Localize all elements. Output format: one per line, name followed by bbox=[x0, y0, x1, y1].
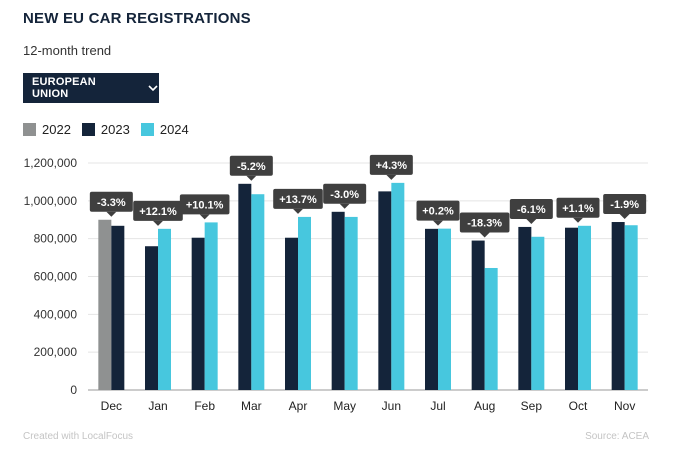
x-tick-label: May bbox=[333, 399, 356, 413]
y-tick-label: 600,000 bbox=[34, 270, 78, 284]
change-label-pointer bbox=[199, 214, 210, 220]
y-tick-label: 1,000,000 bbox=[24, 194, 78, 208]
x-tick-label: Jan bbox=[148, 399, 167, 413]
y-tick-label: 800,000 bbox=[34, 232, 78, 246]
change-label-pointer bbox=[573, 217, 583, 223]
change-label: +13.7% bbox=[279, 194, 317, 206]
bar-2024-feb bbox=[204, 222, 218, 390]
bar-2023-sep bbox=[518, 226, 532, 390]
change-label: +4.3% bbox=[376, 160, 408, 172]
legend-swatch-2024 bbox=[140, 123, 154, 136]
legend-item-2024: 2024 bbox=[140, 122, 189, 137]
source-text: Source: ACEA bbox=[585, 431, 649, 442]
x-tick-label: Dec bbox=[101, 399, 122, 413]
bar-2023-may bbox=[331, 211, 345, 390]
y-tick-label: 400,000 bbox=[34, 307, 78, 321]
x-tick-label: Jun bbox=[382, 399, 401, 413]
change-label: +10.1% bbox=[186, 199, 224, 211]
legend-label-2023: 2023 bbox=[100, 122, 130, 137]
change-label: -3.0% bbox=[330, 189, 359, 201]
change-label-pointer bbox=[106, 211, 117, 217]
bar-2024-mar bbox=[251, 194, 265, 390]
x-tick-label: Apr bbox=[289, 399, 308, 413]
x-tick-label: Nov bbox=[614, 399, 635, 413]
credit-text: Created with LocalFocus bbox=[23, 431, 134, 442]
change-label-box bbox=[556, 197, 600, 218]
change-label-box bbox=[133, 200, 183, 221]
legend-swatch-2023 bbox=[81, 123, 95, 136]
change-label-pointer bbox=[386, 174, 397, 180]
change-label-pointer bbox=[433, 220, 443, 226]
y-tick-label: 200,000 bbox=[34, 345, 78, 359]
change-label-box bbox=[323, 183, 367, 204]
bar-2024-nov bbox=[624, 225, 638, 390]
bar-2024-jul bbox=[438, 228, 451, 390]
change-label-box bbox=[459, 212, 510, 233]
chart-legend: 2022 2023 2024 bbox=[23, 122, 200, 137]
bar-2023-jul bbox=[425, 228, 438, 390]
change-label-box bbox=[229, 155, 273, 176]
x-tick-label: Aug bbox=[474, 399, 495, 413]
x-tick-label: Mar bbox=[241, 399, 262, 413]
change-label-pointer bbox=[246, 175, 257, 181]
change-label: -18.3% bbox=[467, 218, 502, 230]
bar-2023-apr bbox=[285, 237, 298, 390]
chart-title: NEW EU CAR REGISTRATIONS bbox=[23, 10, 251, 27]
change-label: +1.1% bbox=[562, 203, 594, 215]
x-tick-label: Feb bbox=[194, 399, 215, 413]
change-label: -5.2% bbox=[237, 161, 266, 173]
change-label-box bbox=[89, 191, 133, 212]
bar-2024-oct bbox=[578, 225, 591, 390]
bar-2024-jan bbox=[158, 228, 171, 390]
bar-2024-apr bbox=[298, 216, 311, 390]
bar-chart: 0 200,000 400,000 600,000 800,000 1,000,000 1,… bbox=[24, 154, 648, 413]
bar-2022-dec bbox=[98, 219, 112, 390]
legend-label-2024: 2024 bbox=[159, 122, 189, 137]
chevron-down-icon bbox=[147, 82, 159, 94]
bar-2023-mar bbox=[238, 183, 252, 390]
bar-2023-dec bbox=[111, 225, 125, 390]
change-label-box bbox=[603, 194, 647, 215]
bar-2023-nov bbox=[611, 222, 625, 390]
change-label-pointer bbox=[619, 214, 630, 220]
change-label-box bbox=[416, 200, 460, 221]
change-label-box bbox=[179, 194, 230, 215]
change-label-pointer bbox=[153, 220, 163, 226]
bar-2023-jan bbox=[145, 246, 158, 390]
change-label: -1.9% bbox=[610, 199, 639, 211]
bar-2023-oct bbox=[565, 227, 578, 390]
bar-2023-feb bbox=[191, 237, 205, 390]
change-label: -6.1% bbox=[517, 204, 546, 216]
legend-swatch-2022 bbox=[23, 123, 36, 136]
region-dropdown-label: EUROPEAN UNION bbox=[32, 76, 96, 100]
x-tick-label: Sep bbox=[521, 399, 543, 413]
change-label-box bbox=[369, 154, 413, 175]
bar-2023-aug bbox=[471, 240, 485, 390]
change-label-pointer bbox=[479, 232, 490, 238]
change-label-pointer bbox=[526, 218, 537, 224]
legend-label-2022: 2022 bbox=[42, 122, 71, 137]
change-label-pointer bbox=[293, 208, 303, 214]
bar-2023-jun bbox=[378, 191, 392, 390]
x-tick-label: Jul bbox=[430, 399, 445, 413]
change-label: +12.1% bbox=[139, 206, 177, 218]
y-tick-label: 1,200,000 bbox=[24, 156, 78, 170]
y-tick-label: 0 bbox=[70, 383, 77, 397]
legend-item-2023: 2023 bbox=[81, 122, 130, 137]
change-label-box bbox=[509, 198, 553, 219]
legend-item-2022: 2022 bbox=[23, 122, 71, 137]
change-label: +0.2% bbox=[422, 206, 454, 218]
change-label-box bbox=[273, 188, 323, 209]
bar-2024-aug bbox=[484, 267, 498, 390]
bar-2024-jun bbox=[391, 182, 405, 390]
change-label-pointer bbox=[339, 203, 350, 209]
chart-subtitle: 12-month trend bbox=[23, 43, 112, 58]
region-dropdown[interactable]: EUROPEAN UNION bbox=[23, 73, 159, 103]
change-label: -3.3% bbox=[97, 197, 126, 209]
bar-2024-may bbox=[344, 216, 358, 390]
bar-2024-sep bbox=[531, 236, 545, 390]
x-tick-label: Oct bbox=[569, 399, 588, 413]
